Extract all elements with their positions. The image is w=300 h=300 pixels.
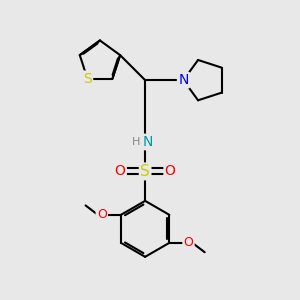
Text: O: O xyxy=(184,236,194,249)
Text: S: S xyxy=(83,72,92,86)
Text: N: N xyxy=(178,73,189,87)
Text: S: S xyxy=(140,164,150,179)
Text: O: O xyxy=(97,208,107,221)
Text: H: H xyxy=(132,137,140,147)
Text: N: N xyxy=(143,135,153,149)
Text: O: O xyxy=(165,164,176,178)
Text: O: O xyxy=(115,164,125,178)
